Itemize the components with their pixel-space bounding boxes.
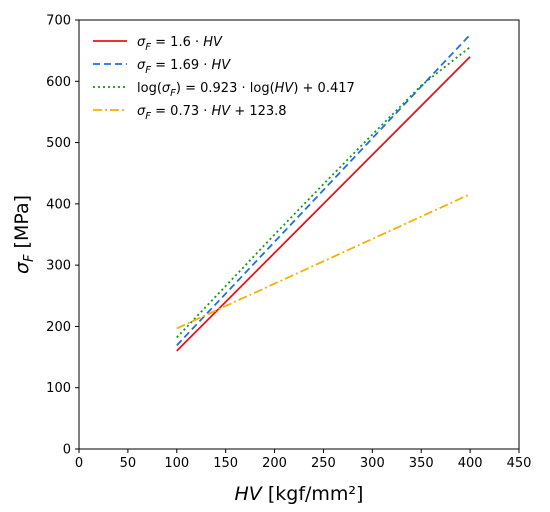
y-tick-label: 300: [46, 259, 71, 274]
y-tick-label: 100: [46, 381, 71, 396]
y-axis-label: σF [MPa]: [11, 195, 37, 274]
axes-frame: [78, 19, 520, 450]
series-line-4: [176, 193, 471, 330]
x-axis-label-var: HV: [235, 483, 264, 505]
x-tick-label: 450: [507, 456, 532, 471]
x-axis-ticks: 0 50 100 150 200 250 300 350 400 450: [75, 449, 532, 471]
series-line-1: [176, 56, 471, 352]
x-tick-label: 50: [120, 456, 137, 471]
x-tick-label: 300: [360, 456, 385, 471]
y-axis-label-sub: F: [22, 254, 37, 262]
y-tick-label: 700: [46, 14, 71, 29]
legend-label-4: σF = 0.73 · HV + 123.8: [137, 104, 287, 122]
x-tick-label: 250: [311, 456, 336, 471]
y-axis-label-unit: [MPa]: [11, 195, 33, 255]
series-line-3: [176, 46, 471, 339]
x-tick-label: 0: [75, 456, 83, 471]
y-tick-label: 500: [46, 136, 71, 151]
x-tick-label: 100: [164, 456, 189, 471]
x-tick-label: 150: [213, 456, 238, 471]
x-tick-label: 350: [409, 456, 434, 471]
x-tick-label: 200: [262, 456, 287, 471]
y-tick-label: 200: [46, 320, 71, 335]
legend: σF = 1.6 · HV σF = 1.69 · HV log(σF) = 0.9…: [93, 35, 355, 122]
x-tick-label: 400: [458, 456, 483, 471]
legend-label-2: σF = 1.69 · HV: [137, 58, 231, 76]
legend-label-1: σF = 1.6 · HV: [137, 35, 223, 53]
legend-label-3: log(σF) = 0.923 · log(HV) + 0.417: [137, 81, 355, 99]
y-tick-label: 600: [46, 75, 71, 90]
y-axis-label-var: σ: [11, 261, 33, 274]
y-axis-ticks: 0 100 200 300 400 500 600 700: [46, 14, 79, 458]
y-tick-label: 0: [63, 443, 71, 458]
x-axis-label: HV [kgf/mm²]: [235, 483, 364, 505]
plot-lines: [176, 34, 471, 352]
y-tick-label: 400: [46, 197, 71, 212]
x-axis-label-unit: [kgf/mm²]: [262, 483, 364, 505]
